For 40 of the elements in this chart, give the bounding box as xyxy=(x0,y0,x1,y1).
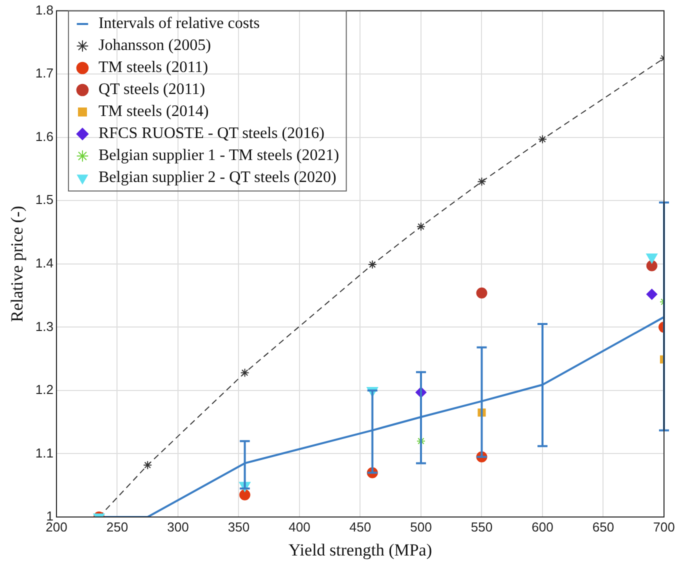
point xyxy=(239,489,250,500)
y-tick-label: 1.7 xyxy=(35,66,54,81)
y-tick-label: 1.5 xyxy=(35,192,54,208)
legend-label: QT steels (2011) xyxy=(98,81,206,98)
point xyxy=(477,177,486,186)
legend-label: Intervals of relative costs xyxy=(98,15,260,32)
legend-label: TM steels (2011) xyxy=(98,59,208,76)
x-tick-label: 650 xyxy=(592,519,614,534)
point xyxy=(476,288,488,299)
x-tick-label: 300 xyxy=(167,519,189,534)
point xyxy=(646,288,658,300)
point xyxy=(240,368,250,378)
x-tick-label: 700 xyxy=(653,519,675,534)
point xyxy=(538,134,547,144)
x-tick-label: 350 xyxy=(228,519,250,534)
y-tick-label: 1.8 xyxy=(35,2,54,18)
y-tick-label: 1.3 xyxy=(35,318,54,334)
y-axis-title: Relative price (-) xyxy=(8,206,27,322)
y-tick-label: 1.2 xyxy=(35,382,54,398)
legend-label: Belgian supplier 1 - TM steels (2021) xyxy=(98,147,340,164)
y-tick-label: 1.6 xyxy=(35,128,54,144)
point xyxy=(368,260,377,270)
x-tick-label: 250 xyxy=(106,519,128,534)
point xyxy=(646,260,658,272)
y-tick-label: 1.4 xyxy=(35,255,54,270)
point xyxy=(143,460,152,470)
x-tick-label: 550 xyxy=(470,519,493,534)
x-axis-title: Yield strength (MPa) xyxy=(288,540,432,560)
point xyxy=(416,222,426,232)
x-tick-label: 500 xyxy=(410,519,432,534)
y-tick-label: 1.1 xyxy=(35,445,54,460)
x-tick-label: 450 xyxy=(349,519,372,534)
x-tick-label: 400 xyxy=(288,519,310,534)
legend-label: Johansson (2005) xyxy=(98,37,211,54)
x-tick-label: 600 xyxy=(532,519,554,534)
point xyxy=(646,253,658,264)
x-tick-label: 200 xyxy=(46,519,68,534)
legend-label: TM steels (2014) xyxy=(98,103,209,120)
legend-label: RFCS RUOSTE - QT steels (2016) xyxy=(98,125,324,142)
legend-label: Belgian supplier 2 - QT steels (2020) xyxy=(98,169,336,186)
